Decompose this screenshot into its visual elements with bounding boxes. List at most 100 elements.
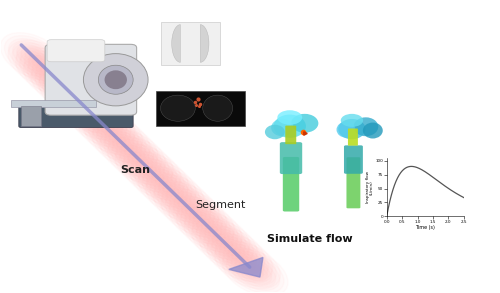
Ellipse shape — [114, 135, 122, 142]
Ellipse shape — [154, 182, 219, 229]
Ellipse shape — [16, 47, 82, 95]
Ellipse shape — [208, 229, 225, 241]
Ellipse shape — [174, 197, 199, 214]
Ellipse shape — [100, 128, 150, 164]
Ellipse shape — [207, 234, 272, 281]
Ellipse shape — [44, 70, 68, 88]
Ellipse shape — [193, 216, 226, 240]
Ellipse shape — [236, 255, 244, 260]
Ellipse shape — [214, 241, 280, 289]
Ellipse shape — [190, 211, 214, 229]
Ellipse shape — [143, 168, 184, 198]
Ellipse shape — [62, 91, 112, 127]
Ellipse shape — [168, 197, 234, 244]
Ellipse shape — [128, 152, 152, 170]
Ellipse shape — [52, 76, 60, 82]
Ellipse shape — [158, 185, 215, 226]
Ellipse shape — [84, 115, 150, 162]
Ellipse shape — [338, 119, 365, 139]
Ellipse shape — [226, 252, 284, 293]
Ellipse shape — [120, 146, 161, 176]
Ellipse shape — [90, 115, 114, 132]
Ellipse shape — [204, 226, 229, 244]
Ellipse shape — [8, 40, 74, 88]
Ellipse shape — [28, 55, 53, 73]
Ellipse shape — [58, 88, 116, 130]
Ellipse shape — [188, 213, 230, 243]
Ellipse shape — [12, 42, 54, 71]
Ellipse shape — [48, 73, 64, 85]
Ellipse shape — [178, 201, 210, 225]
Polygon shape — [229, 258, 263, 277]
Ellipse shape — [220, 240, 228, 246]
Ellipse shape — [66, 95, 123, 137]
Ellipse shape — [136, 159, 160, 177]
Ellipse shape — [74, 103, 131, 144]
Ellipse shape — [124, 149, 157, 173]
Ellipse shape — [188, 214, 246, 256]
Ellipse shape — [4, 36, 62, 77]
Ellipse shape — [94, 117, 110, 130]
Ellipse shape — [220, 241, 244, 259]
Ellipse shape — [185, 208, 218, 232]
Ellipse shape — [44, 69, 52, 74]
Ellipse shape — [124, 147, 141, 159]
Ellipse shape — [31, 62, 96, 110]
Ellipse shape — [20, 49, 61, 79]
Ellipse shape — [205, 225, 214, 231]
Ellipse shape — [181, 205, 222, 235]
Ellipse shape — [36, 64, 76, 94]
Ellipse shape — [363, 122, 383, 139]
Ellipse shape — [291, 114, 318, 133]
Ellipse shape — [112, 140, 169, 182]
Polygon shape — [12, 100, 96, 107]
Ellipse shape — [97, 124, 138, 153]
Ellipse shape — [128, 153, 168, 183]
Ellipse shape — [200, 226, 265, 274]
Ellipse shape — [12, 43, 70, 85]
Ellipse shape — [178, 200, 194, 212]
FancyBboxPatch shape — [47, 40, 105, 62]
Ellipse shape — [186, 207, 202, 219]
Ellipse shape — [36, 62, 61, 80]
Ellipse shape — [70, 98, 119, 134]
Ellipse shape — [192, 217, 242, 253]
Ellipse shape — [40, 65, 56, 77]
Ellipse shape — [96, 125, 154, 167]
Ellipse shape — [182, 202, 190, 208]
Ellipse shape — [224, 246, 256, 270]
Ellipse shape — [204, 229, 261, 271]
Ellipse shape — [138, 167, 204, 214]
Ellipse shape — [40, 67, 72, 91]
Ellipse shape — [151, 174, 176, 192]
Text: Segment: Segment — [195, 200, 246, 209]
Ellipse shape — [108, 135, 158, 171]
Polygon shape — [172, 25, 180, 62]
Ellipse shape — [84, 54, 148, 106]
Ellipse shape — [55, 82, 88, 106]
Ellipse shape — [140, 162, 156, 174]
Ellipse shape — [82, 109, 122, 139]
Ellipse shape — [70, 97, 103, 121]
Ellipse shape — [127, 155, 184, 197]
Ellipse shape — [224, 244, 240, 256]
Ellipse shape — [59, 85, 84, 103]
Ellipse shape — [243, 263, 268, 281]
Ellipse shape — [78, 103, 95, 115]
Ellipse shape — [56, 80, 72, 92]
Ellipse shape — [102, 125, 118, 137]
Ellipse shape — [66, 94, 108, 124]
Ellipse shape — [128, 150, 137, 156]
Ellipse shape — [116, 143, 165, 179]
Ellipse shape — [62, 92, 128, 140]
Ellipse shape — [35, 65, 92, 107]
Ellipse shape — [75, 98, 83, 104]
Ellipse shape — [216, 237, 233, 249]
Ellipse shape — [77, 107, 142, 155]
Ellipse shape — [159, 180, 168, 186]
Ellipse shape — [211, 237, 268, 278]
Ellipse shape — [17, 45, 50, 69]
Ellipse shape — [78, 106, 126, 142]
Ellipse shape — [117, 140, 134, 152]
Ellipse shape — [154, 180, 204, 216]
